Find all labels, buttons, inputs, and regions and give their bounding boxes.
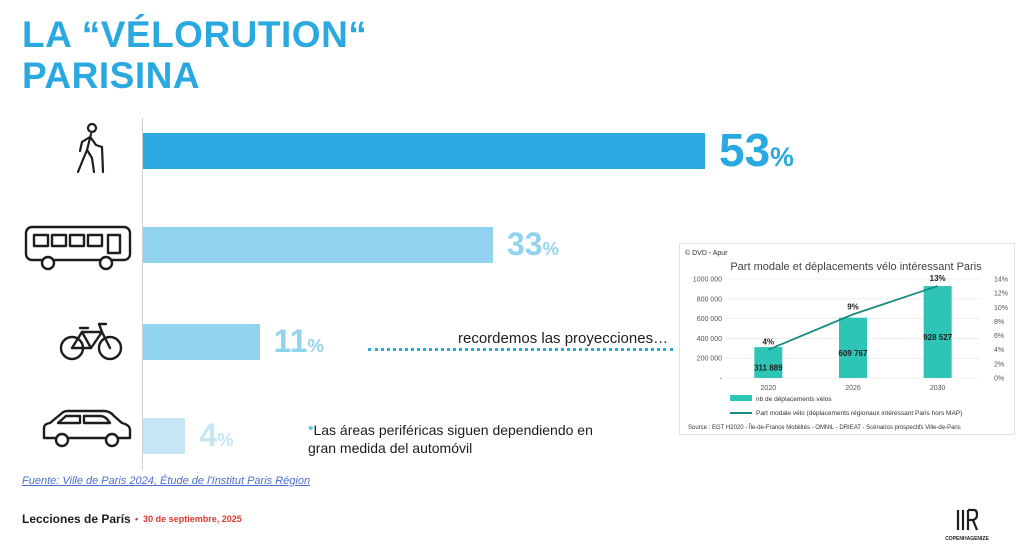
source-link[interactable]: Fuente: Ville de Paris 2024, Étude de l'… xyxy=(22,475,311,487)
line-value-label: 4% xyxy=(763,338,775,347)
legend-bar-label: nb de déplacements vélos xyxy=(756,396,832,403)
bar-bicycle xyxy=(143,324,260,360)
value-unit: % xyxy=(770,142,794,172)
bar-bus xyxy=(143,227,493,263)
y2-tick-label: 6% xyxy=(994,333,1004,340)
legend-bar-swatch xyxy=(730,395,752,401)
projections-caption: recordemos las proyecciones… xyxy=(458,330,669,347)
chart-copyright: © DVD - Apur xyxy=(685,249,728,257)
y2-tick-label: 2% xyxy=(994,361,1004,368)
bar-walking xyxy=(143,133,705,169)
page-title: LA “VÉLORUTION“ PARISINA xyxy=(22,14,367,96)
projection-chart-panel: © DVD - Apur Part modale et déplacements… xyxy=(679,243,1015,435)
note-text: Las áreas periféricas siguen dependiendo… xyxy=(308,422,593,456)
value-label-bus: 33% xyxy=(507,228,559,260)
value-number: 11 xyxy=(273,323,308,359)
y2-tick-label: 10% xyxy=(994,305,1008,312)
title-line-1: LA “VÉLORUTION“ xyxy=(22,14,368,55)
dotted-connector xyxy=(368,348,673,351)
title-line-2: PARISINA xyxy=(22,55,201,96)
bar-value-label: 928 527 xyxy=(923,333,952,342)
projection-bar xyxy=(839,317,867,378)
footer-date: • 30 de septiembre, 2025 xyxy=(135,514,242,524)
bar-value-label: 311 889 xyxy=(754,364,783,373)
y-tick-label: 1000 000 xyxy=(693,277,722,284)
y-tick-label: 800 000 xyxy=(697,296,722,303)
chart-line: 4% 9% 13% xyxy=(763,274,946,351)
projection-bar xyxy=(923,286,952,378)
value-label-walking: 53% xyxy=(719,127,794,173)
bus-icon xyxy=(24,225,132,271)
y2-tick-label: 12% xyxy=(994,291,1008,298)
y2-tick-label: 0% xyxy=(994,376,1004,383)
footer-title: Lecciones de París xyxy=(22,512,131,526)
value-unit: % xyxy=(217,429,234,450)
line-value-label: 13% xyxy=(930,274,946,283)
peripheral-note: *Las áreas periféricas siguen dependiend… xyxy=(308,421,608,457)
value-unit: % xyxy=(307,335,324,356)
walking-icon xyxy=(76,122,105,174)
value-label-car: 4% xyxy=(199,419,233,451)
footer-date-text: 30 de septiembre, 2025 xyxy=(143,514,242,524)
chart-y-ticks: - 200 000 400 000 600 000 800 000 1000 000 xyxy=(693,277,723,383)
logo-text: COPENHAGENIZE xyxy=(945,536,989,542)
bar-axis-line xyxy=(142,118,143,470)
chart-title: Part modale et déplacements vélo intéres… xyxy=(730,261,982,273)
chart-y2-ticks: 0% 2% 4% 6% 8% 10% 12% 14% xyxy=(994,277,1008,383)
x-tick-label: 2030 xyxy=(930,385,946,392)
copenhagenize-logo: COPENHAGENIZE xyxy=(945,508,989,542)
chart-source: Source : EGT H2020 - Île-de-France Mobil… xyxy=(688,424,961,431)
legend-line-label: Part modale vélo (déplacements régionaux… xyxy=(756,410,962,417)
y2-tick-label: 14% xyxy=(994,277,1008,284)
line-value-label: 9% xyxy=(847,302,859,311)
y-tick-label: 200 000 xyxy=(697,356,722,363)
y2-tick-label: 8% xyxy=(994,319,1004,326)
y-tick-label: 400 000 xyxy=(697,336,722,343)
note-asterisk: * xyxy=(308,422,314,438)
x-tick-label: 2020 xyxy=(761,385,777,392)
value-label-bicycle: 11% xyxy=(274,325,324,357)
chart-bars: 311 889 609 767 928 527 xyxy=(754,286,953,378)
value-number: 33 xyxy=(506,226,543,262)
bicycle-icon xyxy=(59,322,123,361)
footer-bullet: • xyxy=(135,514,139,524)
value-number: 4 xyxy=(199,417,218,453)
car-icon xyxy=(42,409,132,448)
y2-tick-label: 4% xyxy=(994,347,1004,354)
modal-share-line xyxy=(767,285,938,351)
chart-x-labels: 2020 2026 2030 xyxy=(761,385,946,392)
projection-bar xyxy=(754,347,783,378)
projection-chart: © DVD - Apur Part modale et déplacements… xyxy=(685,249,1008,431)
y-tick-label: - xyxy=(720,376,723,383)
bar-car xyxy=(143,418,186,454)
y-tick-label: 600 000 xyxy=(697,316,722,323)
bar-value-label: 609 767 xyxy=(839,349,868,358)
value-unit: % xyxy=(542,238,560,259)
x-tick-label: 2026 xyxy=(845,385,861,392)
value-number: 53 xyxy=(719,124,771,176)
